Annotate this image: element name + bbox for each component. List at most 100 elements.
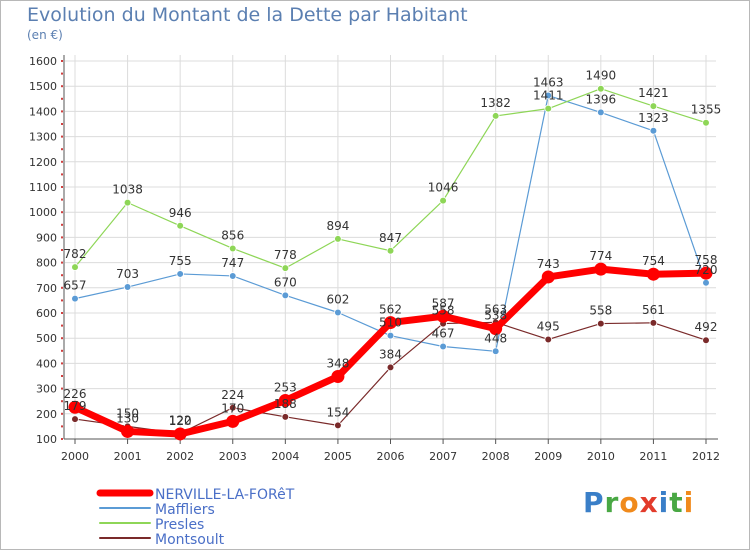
y-axis-tick: [61, 72, 63, 75]
legend-label: Maffliers: [155, 502, 215, 518]
y-axis-tick: [61, 425, 63, 428]
data-point-presles: [176, 222, 184, 230]
data-label-presles: 1421: [638, 86, 669, 100]
data-label-nerville-la-for-t: 562: [379, 303, 402, 317]
logo-letter: r: [604, 486, 620, 519]
data-label-montsoult: 561: [642, 303, 665, 317]
y-tick-label: 500: [36, 332, 57, 345]
y-axis-tick: [61, 85, 63, 88]
data-label-presles: 1046: [428, 181, 459, 195]
x-tick-label: 2003: [219, 450, 247, 463]
data-point-nerville-la-for-t: [173, 427, 187, 441]
y-axis-tick: [61, 135, 63, 138]
data-label-montsoult: 563: [484, 302, 507, 316]
y-tick-label: 400: [36, 357, 57, 370]
data-point-nerville-la-for-t: [331, 370, 345, 384]
data-label-nerville-la-for-t: 253: [274, 380, 297, 394]
data-label-montsoult: 558: [589, 304, 612, 318]
data-label-maffliers: 703: [116, 267, 139, 281]
data-point-presles: [491, 112, 500, 120]
data-label-maffliers: 1463: [533, 76, 564, 90]
data-point-presles: [439, 196, 447, 205]
data-label-presles: 1355: [691, 103, 722, 117]
y-tick-label: 1100: [29, 181, 57, 194]
y-axis-tick: [61, 337, 63, 340]
data-label-montsoult: 492: [695, 320, 718, 334]
data-label-nerville-la-for-t: 754: [642, 254, 665, 268]
x-tick-label: 2000: [61, 450, 89, 463]
data-label-presles: 782: [64, 247, 87, 261]
chart-title: Evolution du Montant de la Dette par Hab…: [27, 4, 468, 26]
logo-letter: t: [669, 486, 684, 519]
data-point-maffliers: [702, 278, 710, 287]
proxiti-logo: Proxiti: [583, 486, 694, 519]
y-axis-tick: [61, 186, 63, 188]
data-label-maffliers: 720: [695, 263, 718, 277]
y-tick-label: 700: [36, 282, 57, 295]
data-label-presles: 894: [326, 219, 349, 233]
x-tick-label: 2004: [271, 450, 299, 463]
unit-label: (en €): [27, 28, 63, 42]
data-point-presles: [649, 102, 658, 110]
y-tick-label: 1000: [29, 206, 57, 219]
data-point-presles: [544, 104, 553, 113]
data-label-montsoult: 558: [432, 304, 455, 318]
data-label-maffliers: 467: [432, 327, 455, 341]
y-axis-tick: [61, 110, 63, 113]
data-point-maffliers: [544, 91, 553, 100]
y-tick-label: 1200: [29, 156, 57, 169]
data-point-presles: [334, 235, 342, 243]
logo-letter: i: [658, 486, 670, 519]
legend-label: NERVILLE-LA-FORêT: [155, 487, 295, 503]
data-point-nerville-la-for-t: [646, 267, 660, 281]
data-label-maffliers: 1323: [638, 111, 669, 125]
data-point-montsoult: [702, 336, 710, 345]
y-axis-tick: [61, 438, 63, 440]
x-tick-label: 2011: [639, 450, 667, 463]
data-label-montsoult: 384: [379, 347, 402, 361]
data-point-presles: [123, 198, 132, 207]
y-tick-label: 900: [36, 231, 57, 244]
y-tick-label: 100: [36, 433, 57, 446]
data-point-maffliers: [123, 283, 132, 291]
data-label-nerville-la-for-t: 120: [169, 414, 192, 428]
data-point-maffliers: [334, 308, 342, 317]
data-point-nerville-la-for-t: [384, 316, 397, 330]
y-axis-tick: [61, 400, 63, 403]
x-tick-label: 2012: [692, 450, 720, 463]
data-label-maffliers: 747: [221, 256, 244, 270]
x-tick-label: 2001: [114, 450, 142, 463]
data-label-maffliers: 755: [169, 254, 192, 268]
data-point-maffliers: [649, 127, 658, 135]
data-point-maffliers: [597, 108, 605, 117]
y-axis-tick: [61, 60, 63, 62]
y-axis-tick: [61, 274, 63, 277]
data-point-montsoult: [649, 319, 658, 327]
y-tick-label: 300: [36, 383, 57, 396]
data-point-nerville-la-for-t: [489, 322, 503, 336]
data-point-montsoult: [597, 319, 605, 328]
data-point-nerville-la-for-t: [594, 262, 608, 276]
data-point-maffliers: [228, 272, 237, 280]
data-label-montsoult: 154: [326, 405, 349, 419]
data-label-presles: 1382: [480, 96, 511, 110]
y-tick-label: 200: [36, 408, 57, 421]
data-point-presles: [386, 246, 395, 255]
y-axis-tick: [61, 198, 63, 201]
data-label-montsoult: 150: [116, 406, 139, 420]
data-point-montsoult: [334, 421, 342, 430]
data-label-presles: 778: [274, 248, 297, 262]
data-point-presles: [702, 118, 710, 127]
data-label-presles: 946: [169, 206, 192, 220]
x-tick-label: 2002: [166, 450, 194, 463]
x-tick-label: 2007: [429, 450, 457, 463]
x-tick-label: 2006: [377, 450, 405, 463]
data-point-montsoult: [228, 403, 237, 412]
data-label-maffliers: 657: [64, 279, 87, 293]
data-label-nerville-la-for-t: 538: [484, 309, 507, 323]
data-label-montsoult: 188: [274, 397, 297, 411]
data-label-nerville-la-for-t: 587: [432, 296, 455, 310]
y-axis-tick: [61, 261, 63, 264]
data-point-nerville-la-for-t: [541, 270, 555, 284]
data-point-montsoult: [71, 415, 79, 423]
